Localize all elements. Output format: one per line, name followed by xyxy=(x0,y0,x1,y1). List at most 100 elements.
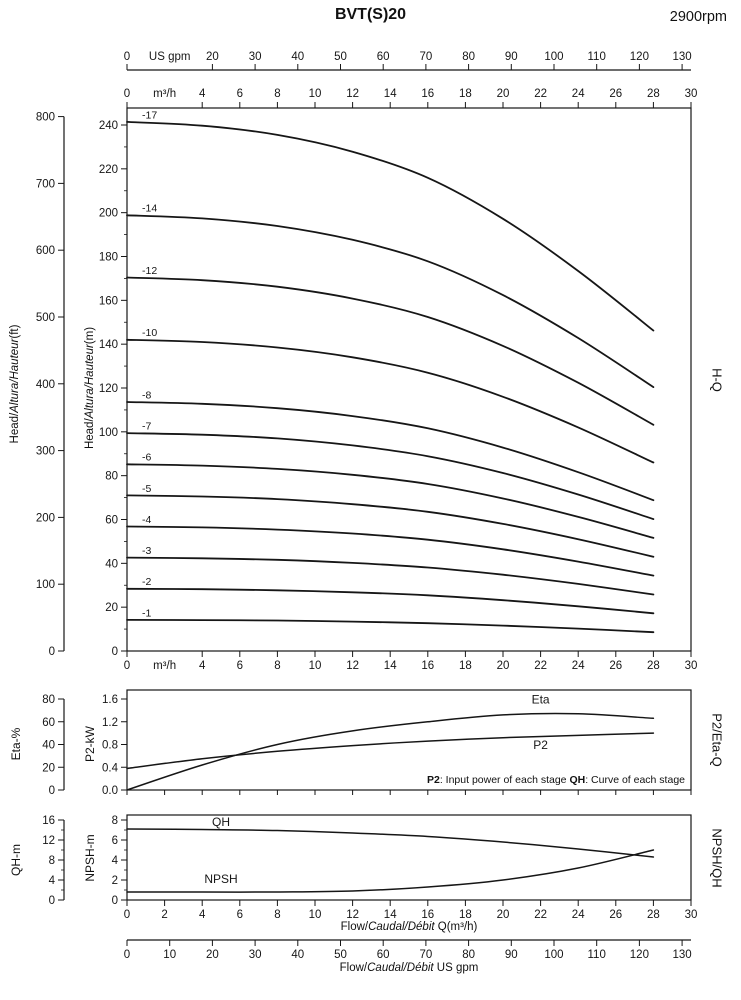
npsh-tick-label: 0 xyxy=(112,895,118,907)
p2-tick-label: 0.0 xyxy=(102,785,118,797)
gpm-bar-tick-label: 120 xyxy=(630,949,649,961)
m3h-bottom-tick-label: 28 xyxy=(647,660,660,672)
m3h-top-tick-label: 22 xyxy=(534,88,547,100)
label-part-normal: (ft) xyxy=(9,324,21,339)
bot-x-tick-label: 0 xyxy=(124,909,130,921)
m3h-bottom-tick-label: 16 xyxy=(421,660,434,672)
note-text: : Input power of each stage xyxy=(439,774,570,786)
gpm-bar-tick-label: 100 xyxy=(544,949,563,961)
m-tick-label: 240 xyxy=(99,120,118,132)
note-bold-qh: QH xyxy=(569,774,586,786)
ft-tick-label: 400 xyxy=(36,379,55,391)
bot-x-tick-label: 16 xyxy=(421,909,434,921)
usgpm-tick-label: 110 xyxy=(588,51,606,63)
axis-title-p2etaq: P2/Eta-Q xyxy=(709,713,725,767)
bot-x-tick-label: 20 xyxy=(497,909,510,921)
m3h-top-tick-label: 6 xyxy=(237,88,243,100)
curve-label--3: -3 xyxy=(142,545,151,557)
curve--4 xyxy=(126,525,655,577)
gpm-bar-tick-label: 110 xyxy=(588,949,606,961)
gpm-bar-tick-label: 50 xyxy=(334,949,347,961)
m3h-bottom-tick-label: 20 xyxy=(497,660,510,672)
rpm-label: 2900rpm xyxy=(669,9,727,25)
x-axis-title-m3h: Flow/Caudal/Débit Q(m³/h) xyxy=(127,921,691,933)
curve-label--5: -5 xyxy=(142,483,151,495)
npsh-tick-label: 4 xyxy=(112,855,119,867)
m3h-top-tick-label: m³/h xyxy=(153,88,176,100)
m3h-bottom-tick-label: 0 xyxy=(124,660,130,672)
axis-title-npsh: NPSH-m xyxy=(83,834,97,882)
m-tick-label: 0 xyxy=(112,646,118,658)
curve--10 xyxy=(126,338,655,464)
usgpm-tick-label: 40 xyxy=(291,51,304,63)
axis-title-head-ft: Head/Altura/Hauteur(ft) xyxy=(9,325,21,444)
curve-label--14: -14 xyxy=(142,203,157,215)
label-part-normal: US gpm xyxy=(433,962,479,974)
bot-x-tick-label: 24 xyxy=(572,909,585,921)
usgpm-tick-label: 80 xyxy=(462,51,475,63)
m-tick-label: 100 xyxy=(99,427,118,439)
eta-tick-label: 0 xyxy=(49,785,55,797)
x-axis-title-usgpm: Flow/Caudal/Débit US gpm xyxy=(127,962,691,974)
label-part-italic: Caudal/Débit xyxy=(367,962,434,974)
ft-tick-label: 800 xyxy=(36,112,55,124)
curve-label--12: -12 xyxy=(142,265,157,277)
m-tick-label: 80 xyxy=(105,471,118,483)
p2-tick-label: 1.2 xyxy=(102,717,118,729)
usgpm-tick-label: 30 xyxy=(249,51,262,63)
npsh-tick-label: 2 xyxy=(112,875,118,887)
m3h-top-tick-label: 24 xyxy=(572,88,585,100)
bot-x-tick-label: 2 xyxy=(161,909,167,921)
curve--5 xyxy=(126,494,655,558)
bot-x-tick-label: 28 xyxy=(647,909,660,921)
gpm-bar-tick-label: 90 xyxy=(505,949,518,961)
m3h-bottom-tick-label: 26 xyxy=(609,660,622,672)
gpm-bar-tick-label: 40 xyxy=(291,949,304,961)
m3h-bottom-tick-label: 18 xyxy=(459,660,472,672)
m-tick-label: 220 xyxy=(99,164,118,176)
m3h-top-tick-label: 14 xyxy=(384,88,397,100)
ft-tick-label: 200 xyxy=(36,512,55,524)
m3h-top-tick-label: 10 xyxy=(309,88,322,100)
m3h-top-tick-label: 18 xyxy=(459,88,472,100)
m3h-top-tick-label: 20 xyxy=(497,88,510,100)
label-part-normal: Q(m³/h) xyxy=(434,921,478,933)
usgpm-tick-label: 90 xyxy=(505,51,518,63)
curve--8 xyxy=(126,401,655,502)
bot-x-tick-label: 22 xyxy=(534,909,547,921)
curve-label--4: -4 xyxy=(142,514,151,526)
curve-label--2: -2 xyxy=(142,576,151,588)
m3h-bottom-tick-label: 22 xyxy=(534,660,547,672)
m3h-bottom-tick-label: 12 xyxy=(346,660,359,672)
curve-QH xyxy=(126,828,655,858)
curve-label-NPSH: NPSH xyxy=(204,872,237,886)
gpm-bar-tick-label: 80 xyxy=(462,949,475,961)
ft-tick-label: 500 xyxy=(36,312,55,324)
curve--17 xyxy=(126,121,655,332)
curve-Eta xyxy=(126,712,655,791)
note-bold-p2: P2 xyxy=(427,774,440,786)
p2-tick-label: 0.4 xyxy=(102,762,119,774)
curve-label--10: -10 xyxy=(142,327,157,339)
m3h-bottom-tick-label: 30 xyxy=(685,660,698,672)
curve-NPSH xyxy=(126,849,655,893)
label-part-italic: Altura/Hauteur xyxy=(84,344,96,419)
m-tick-label: 180 xyxy=(99,251,118,263)
curve-label-QH: QH xyxy=(212,815,230,829)
m-tick-label: 200 xyxy=(99,208,118,220)
usgpm-tick-label: 0 xyxy=(124,51,130,63)
eta-tick-label: 60 xyxy=(42,717,55,729)
m3h-top-tick-label: 8 xyxy=(274,88,280,100)
bot-x-tick-label: 18 xyxy=(459,909,472,921)
gpm-bar-tick-label: 130 xyxy=(672,949,691,961)
gpm-bar-tick-label: 60 xyxy=(377,949,390,961)
curve-label--6: -6 xyxy=(142,452,151,464)
m3h-bottom-tick-label: 14 xyxy=(384,660,397,672)
bot-x-tick-label: 12 xyxy=(346,909,359,921)
hq-plot-area xyxy=(126,107,692,652)
m3h-top-tick-label: 26 xyxy=(609,88,622,100)
m-tick-label: 140 xyxy=(99,339,118,351)
curve-label-P2: P2 xyxy=(533,738,548,752)
ft-tick-label: 700 xyxy=(36,178,55,190)
